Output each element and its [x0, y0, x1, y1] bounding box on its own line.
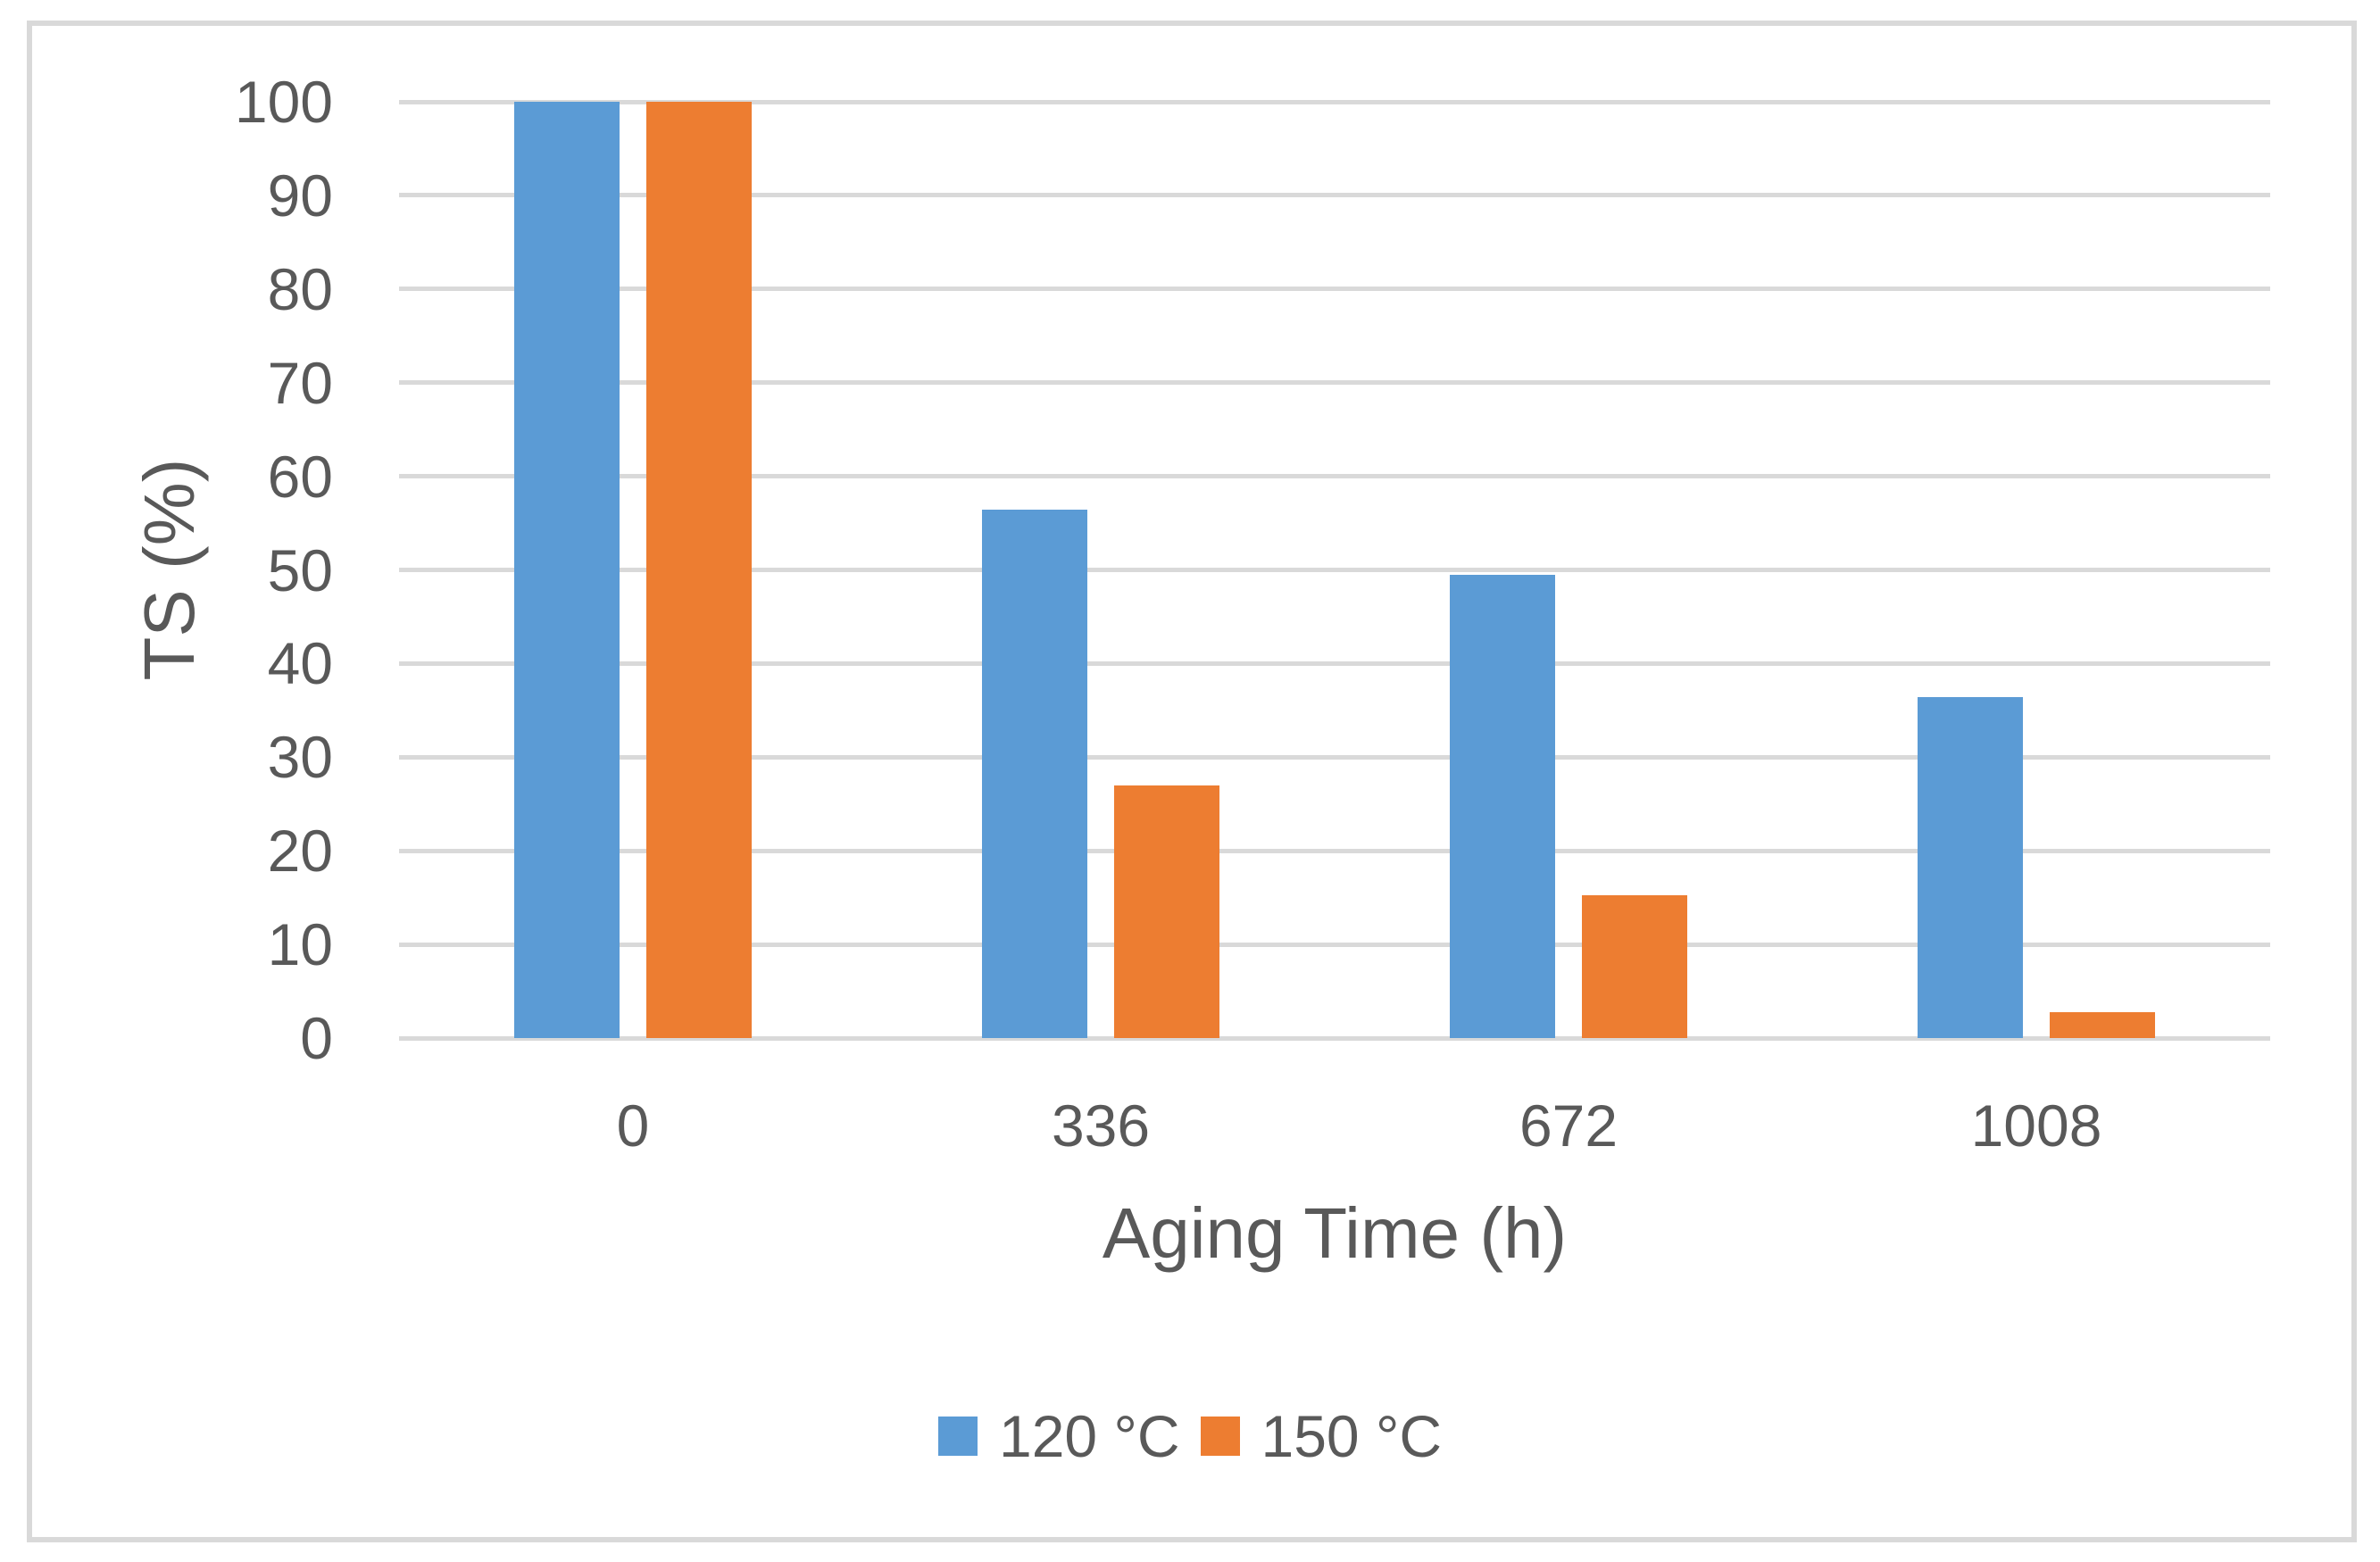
legend-swatch-120c: [937, 1417, 978, 1456]
legend-entry-120c: 120 °C: [937, 1403, 1180, 1469]
legend-label-120c: 120 °C: [998, 1403, 1180, 1469]
bar-120c-1008h: [1918, 697, 2023, 1038]
x-tick-label-0: 0: [616, 1093, 650, 1159]
y-tick-label-80: 80: [267, 255, 333, 322]
x-tick-label-336: 336: [1051, 1093, 1151, 1159]
gridline-y30: [399, 754, 2270, 760]
y-tick-label-0: 0: [300, 1005, 333, 1071]
y-tick-label-60: 60: [267, 443, 333, 510]
y-tick-label-90: 90: [267, 162, 333, 228]
bar-120c-0h: [514, 102, 620, 1038]
legend-label-150c: 150 °C: [1261, 1403, 1443, 1469]
plot-area: [399, 99, 2270, 1041]
gridline-y80: [399, 287, 2270, 292]
bar-150c-1008h: [2050, 1011, 2155, 1038]
gridline-y0: [399, 1035, 2270, 1041]
bar-150c-672h: [1582, 894, 1687, 1038]
y-tick-label-10: 10: [267, 911, 333, 978]
bar-150c-0h: [646, 102, 752, 1038]
gridline-y100: [399, 99, 2270, 104]
gridline-y90: [399, 193, 2270, 198]
y-tick-label-100: 100: [234, 69, 333, 135]
x-tick-label-672: 672: [1519, 1093, 1619, 1159]
gridline-y20: [399, 848, 2270, 853]
bar-120c-336h: [982, 510, 1087, 1038]
gridline-y50: [399, 568, 2270, 572]
legend-entry-150c: 150 °C: [1200, 1403, 1443, 1469]
y-tick-label-70: 70: [267, 349, 333, 416]
y-tick-label-30: 30: [267, 724, 333, 791]
y-tick-label-20: 20: [267, 818, 333, 885]
x-axis-title: Aging Time (h): [1102, 1193, 1568, 1273]
legend: 120 °C 150 °C: [0, 1407, 2380, 1466]
y-tick-label-50: 50: [267, 536, 333, 603]
gridline-y70: [399, 380, 2270, 386]
x-tick-label-1008: 1008: [1970, 1093, 2102, 1159]
bar-120c-672h: [1450, 574, 1555, 1038]
gridline-y40: [399, 661, 2270, 666]
gridline-y60: [399, 474, 2270, 479]
y-axis-title: TS (%): [129, 458, 209, 681]
legend-swatch-150c: [1200, 1417, 1240, 1456]
gridline-y10: [399, 942, 2270, 947]
y-tick-label-40: 40: [267, 630, 333, 697]
bar-150c-336h: [1114, 785, 1219, 1038]
